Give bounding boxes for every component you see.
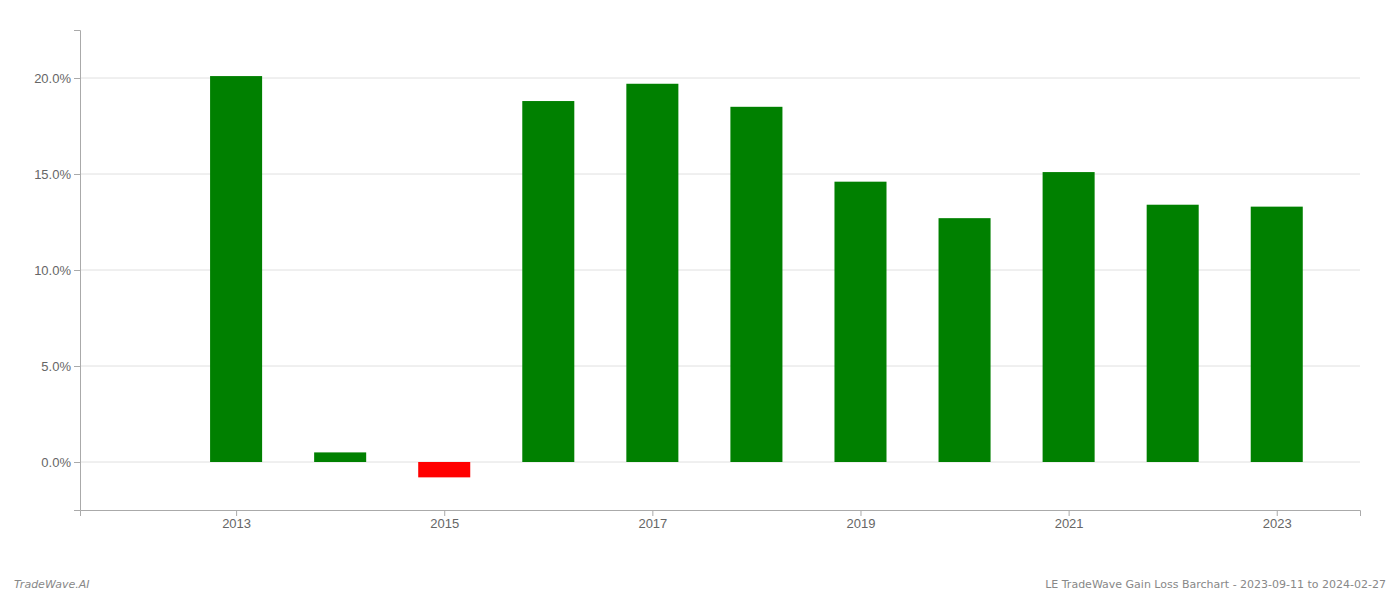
x-tick: 2015 bbox=[430, 510, 459, 531]
y-axis-line bbox=[74, 31, 81, 511]
x-tick-label: 2017 bbox=[638, 516, 667, 531]
x-tick-mark bbox=[236, 510, 237, 516]
grid bbox=[80, 78, 1360, 462]
chart-svg: 2013 2015 2017 2019 2021 2023 0.0% 5.0% 10.0% 15.… bbox=[0, 0, 1400, 600]
bar bbox=[314, 452, 366, 462]
y-tick-label: 20.0% bbox=[34, 71, 71, 86]
x-tick-label: 2023 bbox=[1263, 516, 1292, 531]
x-tick-mark bbox=[1277, 510, 1278, 516]
x-tick-label: 2015 bbox=[430, 516, 459, 531]
bars bbox=[210, 76, 1303, 477]
y-tick-mark bbox=[74, 462, 80, 463]
x-tick-label: 2019 bbox=[847, 516, 876, 531]
y-tick-label: 15.0% bbox=[34, 167, 71, 182]
bar bbox=[1251, 207, 1303, 462]
bar bbox=[418, 462, 470, 477]
grid-line bbox=[80, 78, 1360, 79]
x-tick: 2021 bbox=[1055, 510, 1084, 531]
x-tick-mark bbox=[1069, 510, 1070, 516]
y-tick-label: 0.0% bbox=[41, 455, 71, 470]
y-tick-mark bbox=[74, 270, 80, 271]
bar bbox=[522, 101, 574, 462]
y-tick-mark bbox=[74, 366, 80, 367]
x-tick-mark bbox=[444, 510, 445, 516]
bar bbox=[626, 84, 678, 462]
y-tick: 0.0% bbox=[41, 455, 80, 470]
y-tick: 5.0% bbox=[41, 359, 80, 374]
y-tick-mark bbox=[74, 78, 80, 79]
bar bbox=[939, 218, 991, 462]
plot: 2013 2015 2017 2019 2021 2023 0.0% 5.0% 10.0% 15.… bbox=[34, 31, 1360, 532]
x-tick-label: 2021 bbox=[1055, 516, 1084, 531]
y-tick-label: 5.0% bbox=[41, 359, 71, 374]
x-tick-mark bbox=[860, 510, 861, 516]
x-axis-line bbox=[81, 511, 1361, 517]
x-tick-mark bbox=[652, 510, 653, 516]
bar bbox=[210, 76, 262, 462]
y-tick-label: 10.0% bbox=[34, 263, 71, 278]
footer-right: LE TradeWave Gain Loss Barchart - 2023-0… bbox=[1045, 578, 1386, 591]
y-tick: 15.0% bbox=[34, 167, 80, 182]
x-axis: 2013 2015 2017 2019 2021 2023 bbox=[81, 510, 1361, 531]
grid-line bbox=[80, 174, 1360, 175]
y-tick: 10.0% bbox=[34, 263, 80, 278]
y-tick: 20.0% bbox=[34, 71, 80, 86]
bar bbox=[1147, 205, 1199, 462]
bar bbox=[730, 107, 782, 462]
y-axis: 0.0% 5.0% 10.0% 15.0% 20.0% bbox=[34, 31, 80, 511]
footer-left: TradeWave.AI bbox=[14, 578, 89, 591]
x-tick: 2023 bbox=[1263, 510, 1292, 531]
bar bbox=[834, 182, 886, 462]
y-tick-mark bbox=[74, 174, 80, 175]
x-tick-label: 2013 bbox=[222, 516, 251, 531]
x-tick: 2017 bbox=[638, 510, 667, 531]
x-tick: 2019 bbox=[847, 510, 876, 531]
bar bbox=[1043, 172, 1095, 462]
x-tick: 2013 bbox=[222, 510, 251, 531]
